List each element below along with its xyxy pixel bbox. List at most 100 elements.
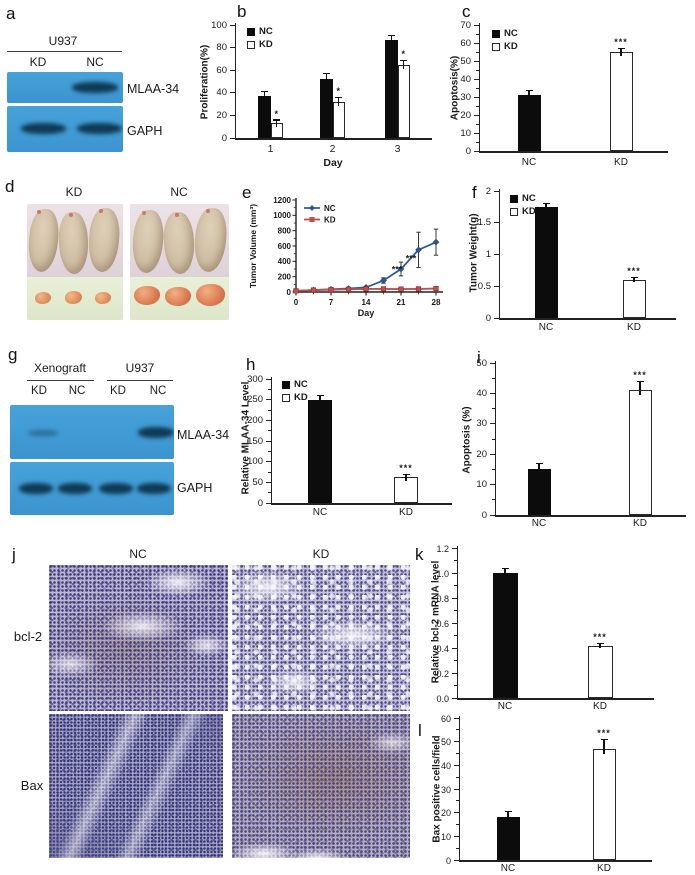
l-errbar [603, 739, 605, 754]
c-ytick [473, 114, 479, 116]
f-ytick [493, 285, 499, 287]
svg-text:***: *** [406, 253, 417, 263]
svg-text:1200: 1200 [273, 196, 291, 205]
b-ytick [229, 24, 235, 26]
h-ytick-minor [267, 471, 271, 473]
panel-label-l: l [418, 721, 422, 740]
l-ytick [453, 717, 459, 719]
cell-line-label: U937 [48, 34, 78, 48]
h-xcat-label: NC [312, 507, 328, 518]
f-bar-kd [622, 279, 646, 318]
blot-band [19, 483, 53, 494]
b-errbar [403, 60, 405, 70]
f-y-axis [498, 189, 500, 318]
c-ytick-minor [475, 51, 479, 53]
c-errbar-cap [617, 47, 625, 50]
svg-text:Tumor Volume (mm³): Tumor Volume (mm³) [248, 204, 258, 288]
h-ytick [265, 502, 271, 504]
k-ytick-label: 0.0 [436, 693, 449, 704]
f-errbar-cap [542, 203, 550, 205]
k-ytick [451, 672, 457, 674]
c-ytick-minor [475, 105, 479, 107]
c-ytick-label: 50 [460, 55, 471, 67]
b-errbar-cap [260, 91, 268, 93]
c-legend-label-kd: KD [504, 41, 518, 52]
i-xcat-label: KD [633, 518, 647, 529]
b-errbar-cap [400, 59, 408, 61]
l-errbar-cap [600, 738, 608, 740]
svg-text:0: 0 [294, 298, 299, 307]
f-ytick-label: 1.5 [477, 217, 491, 229]
b-errbar-cap [322, 73, 330, 75]
blot-band [77, 123, 122, 134]
header-underline [27, 380, 94, 382]
k-ytick-minor [453, 585, 457, 586]
mouse-ear-spot [206, 209, 210, 213]
ihc-image-bax-nc [49, 714, 223, 858]
h-ytick [265, 399, 271, 401]
h-errbar [405, 474, 407, 481]
c-errbar [528, 90, 530, 96]
c-legend-swatch-kd [492, 43, 500, 51]
ihc-image-bax-kd [232, 714, 410, 858]
ihc-row-bcl2: bcl-2 [13, 629, 43, 644]
k-errbar-cap [596, 642, 604, 644]
blot-membrane-mlaa34 [7, 72, 123, 103]
k-ytick-label: 0.8 [436, 593, 449, 604]
l-ytick-label: 20 [440, 808, 451, 819]
l-y-axis [458, 716, 460, 860]
c-y-axis-title: Apoptosis(%) [449, 55, 461, 121]
b-xcat-label: 1 [267, 143, 274, 155]
b-significance: * [401, 49, 406, 60]
k-ytick-label: 1.0 [436, 568, 449, 579]
h-ytick-label: 250 [247, 394, 263, 406]
h-ytick-minor [267, 409, 271, 411]
f-ytick [493, 317, 499, 319]
l-ytick [453, 859, 459, 861]
b-ytick-label: 80 [216, 42, 227, 54]
c-bar-kd [609, 52, 633, 151]
b-ytick-label: 0 [221, 132, 227, 144]
b-errbar [276, 119, 278, 127]
i-errbar [538, 463, 540, 470]
k-ytick-label: 0.2 [436, 668, 449, 679]
f-ytick [493, 254, 499, 256]
blot-band [58, 483, 92, 494]
h-ytick-label: 300 [247, 373, 263, 385]
h-ytick [265, 440, 271, 442]
i-ytick-label: 20 [476, 448, 487, 460]
h-errbar-cap [402, 473, 410, 475]
b-errbar-cap [273, 119, 281, 121]
i-xcat-label: NC [531, 518, 547, 529]
photo-mice-kd [27, 204, 123, 320]
h-ytick-minor [267, 492, 271, 494]
panel-label-e: e [242, 183, 252, 202]
i-ytick-minor [491, 377, 495, 379]
b-significance: * [274, 108, 279, 119]
f-legend-label-kd: KD [522, 206, 536, 217]
l-x-axis [458, 860, 652, 862]
i-ytick [489, 392, 495, 395]
mouse-ear-spot [142, 211, 146, 215]
c-xcat-label: NC [521, 157, 537, 168]
header-underline [107, 380, 173, 382]
mouse-ear-spot [37, 210, 41, 214]
b-ytick [229, 92, 235, 94]
svg-text:7: 7 [329, 298, 334, 307]
c-ytick [473, 78, 479, 80]
h-ytick-label: 50 [252, 476, 263, 488]
c-ytick-label: 40 [460, 73, 471, 85]
e-series-NC [292, 238, 440, 295]
b-ytick [229, 69, 235, 71]
tumor-kd [35, 292, 51, 305]
c-ytick-label: 0 [465, 145, 471, 157]
l-ytick-label: 10 [440, 831, 451, 842]
i-x-axis [494, 515, 686, 517]
svg-text:KD: KD [324, 215, 336, 224]
i-significance: *** [633, 370, 647, 381]
h-y-axis [270, 377, 272, 503]
blot-band-faint [28, 430, 58, 436]
h-legend-label-kd: KD [294, 392, 308, 403]
mouse-ear-spot [69, 213, 73, 217]
l-xcat-label: NC [500, 863, 516, 874]
